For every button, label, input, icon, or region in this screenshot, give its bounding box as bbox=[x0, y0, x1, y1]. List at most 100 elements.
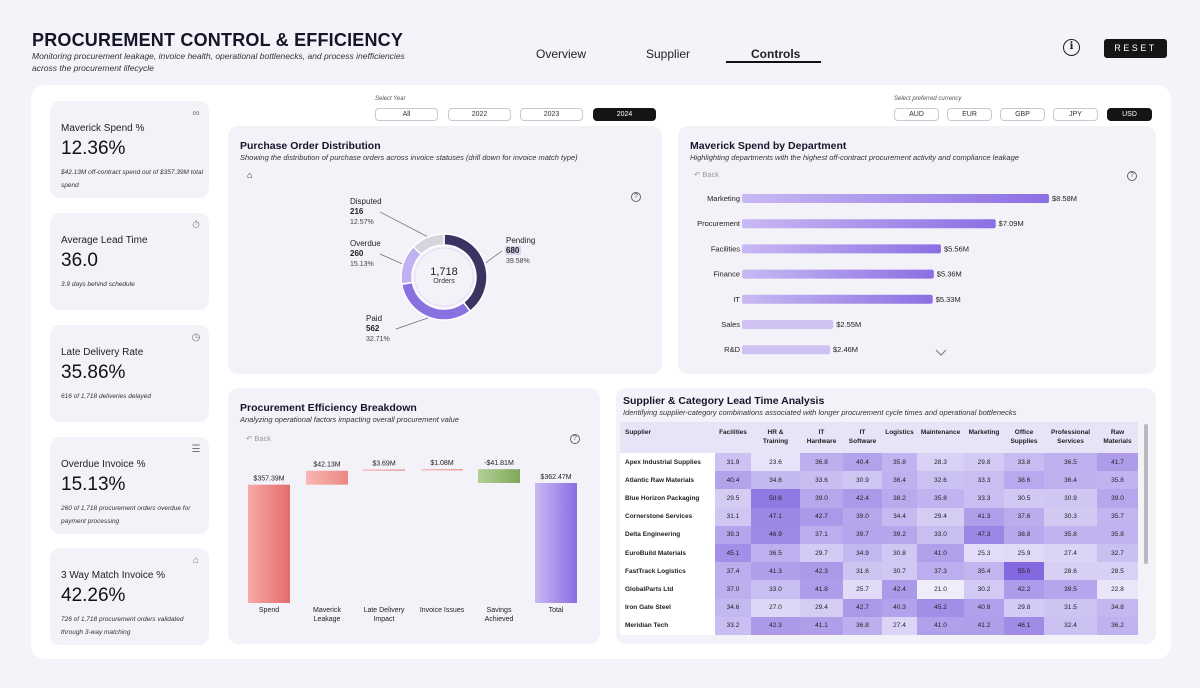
table-row[interactable]: EuroBuild Materials 45.1 36.5 29.7 34.9 30.8 4… bbox=[620, 543, 1138, 563]
back-button[interactable]: ↶ Back bbox=[246, 434, 272, 443]
table-row[interactable]: Iron Gate Steel 34.6 27.0 29.4 42.7 40.3 45.2 4… bbox=[620, 598, 1138, 617]
waterfall-bar-4[interactable] bbox=[478, 469, 520, 483]
heatmap-cell[interactable]: 34.8 bbox=[1097, 598, 1138, 617]
heatmap-cell[interactable]: 33.2 bbox=[715, 616, 751, 635]
heatmap-cell[interactable]: 39.5 bbox=[1044, 580, 1097, 599]
heatmap-cell[interactable]: 35.8 bbox=[917, 489, 964, 508]
heatmap-column-header[interactable]: IT Hardware bbox=[800, 422, 843, 453]
heatmap-cell[interactable]: 25.7 bbox=[843, 580, 882, 599]
heatmap-cell[interactable]: 32.6 bbox=[917, 471, 964, 490]
heatmap-cell[interactable]: 33.0 bbox=[917, 525, 964, 544]
heatmap-cell[interactable]: 29.8 bbox=[1004, 598, 1044, 617]
heatmap-column-header[interactable]: HR & Training bbox=[751, 422, 800, 453]
heatmap-cell[interactable]: 40.8 bbox=[964, 598, 1004, 617]
heatmap-cell[interactable]: 25.3 bbox=[964, 543, 1004, 563]
table-row[interactable]: Apex Industrial Supplies 31.9 23.6 36.8 40.4… bbox=[620, 453, 1138, 472]
heatmap-cell[interactable]: 28.3 bbox=[917, 453, 964, 472]
heatmap-cell[interactable]: 27.4 bbox=[1044, 543, 1097, 563]
heatmap-cell[interactable]: 32.7 bbox=[1097, 543, 1138, 563]
heatmap-scrollbar[interactable] bbox=[1144, 424, 1148, 564]
heatmap-cell[interactable]: 35.8 bbox=[882, 453, 917, 472]
heatmap-cell[interactable]: 33.3 bbox=[964, 471, 1004, 490]
donut-slice-disputed[interactable] bbox=[412, 233, 445, 256]
heatmap-cell[interactable]: 37.4 bbox=[715, 562, 751, 581]
chevron-down-icon[interactable] bbox=[935, 349, 947, 356]
table-row[interactable]: GlobalParts Ltd 37.0 33.0 41.8 25.7 42.4 21.0 3… bbox=[620, 580, 1138, 599]
heatmap-cell[interactable]: 38.2 bbox=[882, 489, 917, 508]
heatmap-cell[interactable]: 41.0 bbox=[917, 543, 964, 563]
heatmap-cell[interactable]: 29.7 bbox=[800, 543, 843, 563]
heatmap-cell[interactable]: 35.4 bbox=[964, 562, 1004, 581]
heatmap-cell[interactable]: 31.1 bbox=[715, 507, 751, 526]
home-icon[interactable]: ⌂ bbox=[247, 170, 253, 180]
year-option-2023[interactable]: 2023 bbox=[520, 108, 583, 121]
bar-it[interactable] bbox=[742, 294, 933, 304]
table-row[interactable]: Delta Engineering 39.3 46.9 37.1 39.7 39.2 33.… bbox=[620, 525, 1138, 544]
year-option-2022[interactable]: 2022 bbox=[448, 108, 511, 121]
heatmap-cell[interactable]: 39.2 bbox=[882, 525, 917, 544]
help-icon[interactable]: ? bbox=[570, 434, 580, 444]
year-option-all[interactable]: All bbox=[375, 108, 438, 121]
year-option-2024[interactable]: 2024 bbox=[593, 108, 656, 121]
back-button[interactable]: ↶ Back bbox=[694, 170, 720, 179]
heatmap-cell[interactable]: 33.8 bbox=[1004, 453, 1044, 472]
heatmap-cell[interactable]: 50.6 bbox=[751, 489, 800, 508]
heatmap-cell[interactable]: 42.7 bbox=[800, 507, 843, 526]
heatmap-cell[interactable]: 47.1 bbox=[751, 507, 800, 526]
heatmap-cell[interactable]: 37.3 bbox=[917, 562, 964, 581]
table-row[interactable]: Blue Horizon Packaging 29.5 50.6 39.0 42.4 38… bbox=[620, 489, 1138, 508]
heatmap-cell[interactable]: 41.1 bbox=[800, 616, 843, 635]
heatmap-cell[interactable]: 31.5 bbox=[1044, 598, 1097, 617]
heatmap-cell[interactable]: 38.8 bbox=[1004, 525, 1044, 544]
heatmap-cell[interactable]: 35.8 bbox=[1097, 471, 1138, 490]
table-row[interactable]: Atlantic Raw Materials 40.4 34.6 33.6 30.9 36… bbox=[620, 471, 1138, 490]
bar-rd[interactable] bbox=[742, 345, 831, 355]
heatmap-cell[interactable]: 45.2 bbox=[917, 598, 964, 617]
heatmap-cell[interactable]: 42.4 bbox=[882, 580, 917, 599]
waterfall-bar-2[interactable] bbox=[363, 469, 405, 471]
heatmap-cell[interactable]: 33.3 bbox=[964, 489, 1004, 508]
heatmap-cell[interactable]: 36.8 bbox=[843, 616, 882, 635]
heatmap-cell[interactable]: 30.8 bbox=[882, 543, 917, 563]
heatmap-column-header[interactable]: Logistics bbox=[882, 422, 917, 453]
heatmap-cell[interactable]: 39.0 bbox=[843, 507, 882, 526]
heatmap-cell[interactable]: 27.0 bbox=[751, 598, 800, 617]
info-icon[interactable]: i bbox=[1063, 39, 1080, 56]
table-row[interactable]: Meridian Tech 33.2 42.3 41.1 36.8 27.4 41.0 41.… bbox=[620, 616, 1138, 635]
heatmap-cell[interactable]: 42.2 bbox=[1004, 580, 1044, 599]
heatmap-column-header[interactable]: Professional Services bbox=[1044, 422, 1097, 453]
heatmap-cell[interactable]: 29.5 bbox=[715, 489, 751, 508]
heatmap-cell[interactable]: 42.3 bbox=[751, 616, 800, 635]
table-row[interactable]: Cornerstone Services 31.1 47.1 42.7 39.0 34.4… bbox=[620, 507, 1138, 526]
heatmap-cell[interactable]: 36.2 bbox=[1097, 616, 1138, 635]
heatmap-cell[interactable]: 30.7 bbox=[882, 562, 917, 581]
heatmap-cell[interactable]: 29.4 bbox=[800, 598, 843, 617]
heatmap-column-header[interactable]: Raw Materials bbox=[1097, 422, 1138, 453]
waterfall-bar-1[interactable] bbox=[306, 470, 348, 485]
currency-option-eur[interactable]: EUR bbox=[947, 108, 992, 121]
heatmap-cell[interactable]: 30.9 bbox=[843, 471, 882, 490]
heatmap-cell[interactable]: 36.8 bbox=[800, 453, 843, 472]
heatmap-cell[interactable]: 22.8 bbox=[1097, 580, 1138, 599]
heatmap-cell[interactable]: 46.1 bbox=[1004, 616, 1044, 635]
heatmap-column-header[interactable]: Marketing bbox=[964, 422, 1004, 453]
currency-option-usd[interactable]: USD bbox=[1107, 108, 1152, 121]
heatmap-cell[interactable]: 55.0 bbox=[1004, 562, 1044, 581]
heatmap-cell[interactable]: 30.3 bbox=[1044, 507, 1097, 526]
heatmap-cell[interactable]: 23.6 bbox=[751, 453, 800, 472]
heatmap-cell[interactable]: 30.9 bbox=[1044, 489, 1097, 508]
heatmap-cell[interactable]: 41.8 bbox=[800, 580, 843, 599]
heatmap-cell[interactable]: 34.6 bbox=[715, 598, 751, 617]
waterfall-bar-0[interactable] bbox=[248, 484, 290, 603]
heatmap-cell[interactable]: 27.4 bbox=[882, 616, 917, 635]
heatmap-cell[interactable]: 40.4 bbox=[715, 471, 751, 490]
heatmap-cell[interactable]: 36.4 bbox=[882, 471, 917, 490]
heatmap-cell[interactable]: 34.6 bbox=[751, 471, 800, 490]
heatmap-column-header[interactable]: Maintenance bbox=[917, 422, 964, 453]
heatmap-cell[interactable]: 37.1 bbox=[800, 525, 843, 544]
heatmap-cell[interactable]: 41.0 bbox=[917, 616, 964, 635]
heatmap-column-header[interactable]: Facilities bbox=[715, 422, 751, 453]
heatmap-cell[interactable]: 45.1 bbox=[715, 543, 751, 563]
heatmap-cell[interactable]: 39.0 bbox=[1097, 489, 1138, 508]
heatmap-cell[interactable]: 37.6 bbox=[1004, 507, 1044, 526]
